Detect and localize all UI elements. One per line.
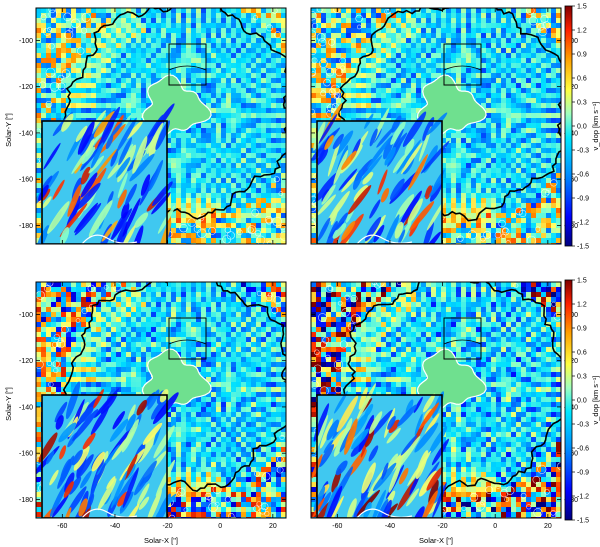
x-tick-label: -60 (332, 523, 342, 530)
colorbar-tick-label: 1.5 (577, 3, 587, 10)
colorbar-tick-label: 0.0 (577, 397, 587, 404)
zoom-region-box (443, 317, 482, 360)
colorbar-tick-label: 0.9 (577, 51, 587, 58)
x-tick-label: 20 (269, 523, 277, 530)
y-tick-label: -140 (19, 130, 33, 137)
panel-top-left (36, 8, 286, 244)
x-tick-label: -40 (110, 523, 120, 530)
colorbar-tick-label: 1.2 (577, 301, 587, 308)
colorbar-tick-label: 0.3 (577, 99, 587, 106)
inset-frame (41, 120, 168, 244)
y-tick-label: -160 (19, 177, 33, 184)
colorbar-tick-label: -1.2 (577, 219, 589, 226)
colorbar-bottom-bar (564, 279, 573, 521)
axes-frames: -100 -120 -140 -160 -180 -100 -120 -140 -160 -180… (19, 7, 578, 530)
x-axis-label-right: Solar-X ["] (419, 536, 453, 545)
colorbar-top-label: v_dop [km s⁻¹] (591, 102, 600, 151)
inset-frame (316, 394, 443, 518)
colorbar-tick-label: 0.9 (577, 325, 587, 332)
panel-bottom-left (36, 282, 286, 518)
y-tick-label: -120 (19, 84, 33, 91)
inset-frame (41, 394, 168, 518)
panel-frame (310, 7, 562, 245)
penumbra-contour (341, 282, 561, 492)
y-tick-label: -180 (19, 223, 33, 230)
panel-frame (35, 281, 287, 519)
y-tick-label: -100 (19, 38, 33, 45)
colorbar-tick-label: 0.0 (577, 123, 587, 130)
colorbar-tick-label: -1.2 (577, 493, 589, 500)
panel-top-right (311, 8, 561, 244)
colorbar-tick-label: 0.3 (577, 373, 587, 380)
colorbar-tick-label: -0.9 (577, 469, 589, 476)
zoom-region-box (168, 43, 207, 86)
colorbar-tick-label: -0.3 (577, 421, 589, 428)
y-tick-label: -160 (19, 451, 33, 458)
colorbar-tick-label: -0.6 (577, 445, 589, 452)
x-tick-label: -40 (385, 523, 395, 530)
y-tick-label: -140 (19, 404, 33, 411)
colorbar-tick-label: -0.6 (577, 171, 589, 178)
colorbar-top-bar (564, 5, 573, 247)
colorbar-bottom-label: v_dop [km s⁻¹] (591, 376, 600, 425)
colorbar-tick-label: 0.6 (577, 75, 587, 82)
x-axis-label-left: Solar-X ["] (144, 536, 178, 545)
colorbar-tick-label: -1.5 (577, 243, 589, 250)
zoom-region-box (443, 43, 482, 86)
y-tick-label: -100 (19, 312, 33, 319)
colorbar-tick-label: -0.9 (577, 195, 589, 202)
x-tick-label: -20 (438, 523, 448, 530)
colorbar-tick-label: 1.5 (577, 277, 587, 284)
panel-bottom-right (311, 282, 561, 518)
y-tick-label: -120 (19, 358, 33, 365)
y-axis-label-bottom: Solar-Y ["] (4, 387, 13, 421)
colorbar-ticks: 1.5 1.2 0.9 0.6 0.3 0.0 -0.3 -0.6 -0.9 -1.2 -1.5 1.… (572, 3, 589, 524)
y-axis-label-top: Solar-Y ["] (4, 113, 13, 147)
y-tick-label: -180 (19, 497, 33, 504)
x-tick-label: -60 (57, 523, 67, 530)
x-tick-label: -20 (163, 523, 173, 530)
penumbra-contour (63, 8, 286, 220)
x-tick-label: 0 (493, 523, 497, 530)
x-tick-label: 0 (218, 523, 222, 530)
zoom-region-box (168, 317, 207, 360)
penumbra-contour (62, 282, 286, 492)
colorbar-tick-label: -0.3 (577, 147, 589, 154)
panel-frame (35, 7, 287, 245)
x-tick-label: 20 (544, 523, 552, 530)
colorbar-tick-label: 0.6 (577, 349, 587, 356)
inset-frame (316, 120, 443, 244)
colorbar-tick-label: -1.5 (577, 517, 589, 524)
penumbra-contour (337, 8, 561, 222)
colorbar-tick-label: 1.2 (577, 27, 587, 34)
panel-frame (310, 281, 562, 519)
